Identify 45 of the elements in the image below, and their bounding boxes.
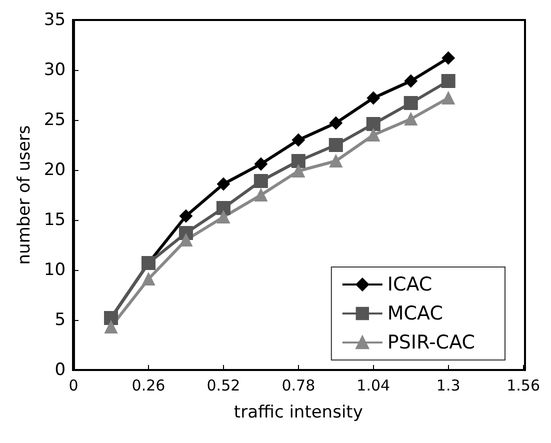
point — [441, 74, 456, 88]
point — [404, 74, 418, 88]
x-tick-label: 0.78 — [282, 376, 316, 394]
point — [292, 164, 305, 178]
point — [179, 210, 192, 222]
y-tick-label: 5 — [54, 310, 66, 330]
point — [329, 116, 342, 130]
x-tick-label: 1.04 — [356, 376, 390, 394]
y-tick-label: 15 — [44, 210, 66, 230]
point — [442, 52, 455, 64]
point — [104, 320, 118, 334]
point — [254, 174, 268, 188]
point — [142, 272, 155, 286]
y-tick-label: 0 — [54, 360, 66, 380]
point — [216, 201, 230, 215]
point — [366, 92, 380, 104]
point — [216, 178, 230, 190]
point — [442, 92, 455, 104]
point — [216, 210, 230, 224]
point — [366, 128, 380, 142]
x-tick-label: 1.3 — [436, 376, 460, 394]
y-tick-label: 20 — [44, 160, 66, 180]
x-tick-label: 1.56 — [506, 376, 540, 394]
point — [328, 138, 343, 152]
x-axis-title: traffic intensity — [234, 402, 363, 422]
x-tick-label: 0.26 — [132, 376, 166, 394]
point — [254, 188, 268, 202]
point — [404, 96, 418, 110]
point — [291, 154, 306, 168]
legend-label: ICAC — [387, 274, 432, 296]
y-tick-label: 30 — [44, 60, 66, 80]
x-tick-label: 0.52 — [206, 376, 240, 394]
point — [254, 158, 268, 170]
legend-label: PSIR-CAC — [387, 332, 476, 354]
point — [179, 234, 192, 246]
x-tick-label: 0 — [68, 376, 78, 394]
legend-label: MCAC — [387, 302, 443, 324]
y-tick-label: 25 — [44, 110, 66, 130]
y-tick-label: 35 — [44, 10, 66, 30]
y-tick-label: 10 — [44, 260, 66, 280]
point — [329, 154, 342, 168]
point — [292, 134, 305, 146]
point — [404, 112, 418, 126]
y-axis-title: number of users — [14, 125, 34, 265]
point — [366, 117, 380, 131]
